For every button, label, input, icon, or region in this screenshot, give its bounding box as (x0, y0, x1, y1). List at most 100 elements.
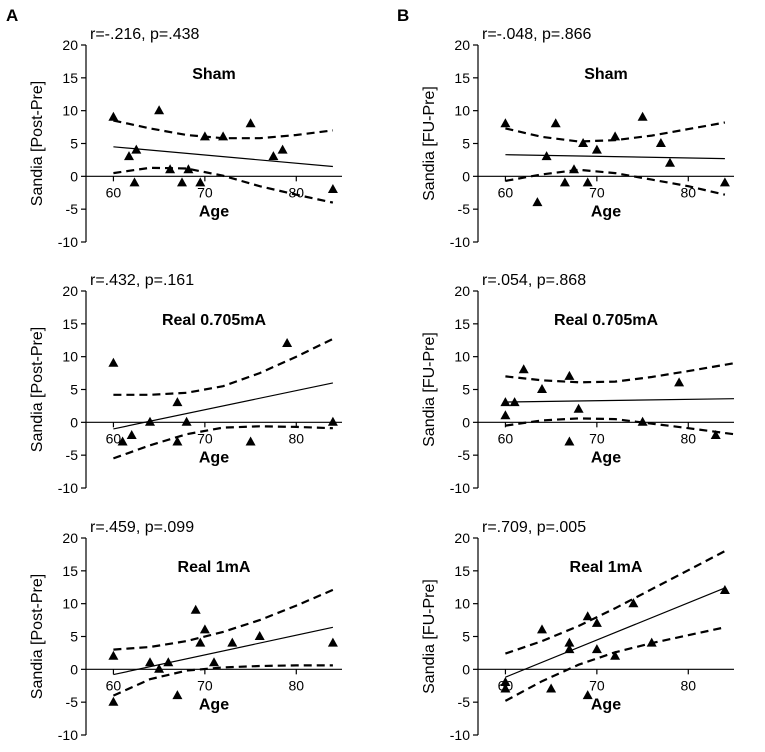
data-point (183, 164, 194, 174)
data-point (559, 177, 570, 187)
y-tick-label: -5 (458, 447, 471, 463)
data-point (277, 144, 288, 154)
x-tick-label: 60 (106, 430, 122, 446)
y-tick-label: -5 (458, 694, 471, 710)
y-tick-label: 5 (70, 382, 78, 398)
data-point (124, 151, 134, 161)
data-point (582, 177, 593, 187)
data-point (199, 624, 210, 634)
data-point (646, 637, 657, 647)
y-tick-label: -10 (450, 480, 470, 496)
data-point (172, 436, 183, 446)
y-tick-label: 5 (70, 629, 78, 645)
data-point (282, 338, 293, 347)
chart-panel-4: -10 -5 0 5 10 15 20 60 70 80 Sandia [FU-Pre] Age r=.… (421, 272, 735, 496)
y-tick-label: 0 (462, 661, 470, 677)
y-tick-label: 5 (462, 629, 470, 645)
chart-title: Real 0.705mA (162, 312, 267, 329)
data-point (500, 683, 511, 693)
x-tick-label: 70 (197, 677, 213, 693)
data-point (268, 151, 279, 161)
y-tick-label: 10 (62, 103, 78, 119)
stat-annotation: r=.432, p=.161 (90, 272, 194, 289)
data-point (108, 650, 119, 660)
y-axis-label: Sandia [Post-Pre] (29, 81, 46, 206)
data-point (500, 118, 511, 128)
data-point (254, 631, 265, 640)
x-tick-label: 70 (589, 677, 605, 693)
regression-line (505, 398, 735, 403)
x-axis-label: Age (591, 449, 621, 466)
x-axis-label: Age (199, 696, 229, 713)
ci-upper-line (113, 588, 334, 651)
data-point (537, 624, 547, 634)
data-point (637, 111, 648, 121)
data-point (245, 436, 256, 446)
y-tick-label: 20 (62, 530, 78, 546)
x-tick-label: 80 (288, 677, 304, 693)
chart-title: Sham (192, 66, 236, 83)
data-point (550, 118, 561, 128)
data-point (564, 644, 575, 654)
x-tick-label: 70 (197, 430, 213, 446)
x-tick-label: 60 (106, 184, 122, 200)
ci-lower-line (112, 664, 333, 697)
y-tick-label: 10 (454, 349, 470, 365)
data-point (190, 604, 201, 614)
data-point (628, 598, 639, 608)
data-point (509, 397, 520, 407)
data-point (518, 364, 529, 374)
x-tick-label: 80 (680, 430, 696, 446)
data-point (532, 197, 543, 207)
y-axis-label: Sandia [Post-Pre] (29, 327, 46, 452)
y-tick-label: 20 (454, 283, 470, 299)
stat-annotation: r=.709, p=.005 (482, 519, 586, 536)
y-tick-label: -10 (58, 480, 78, 496)
data-point (674, 377, 685, 387)
data-point (655, 138, 666, 147)
data-point (172, 690, 183, 700)
y-tick-label: 5 (70, 136, 78, 152)
data-point (541, 151, 552, 161)
data-point (500, 677, 511, 686)
data-point (163, 657, 174, 667)
data-point (108, 357, 119, 367)
x-tick-label: 80 (288, 430, 304, 446)
x-tick-label: 60 (106, 677, 122, 693)
chart-title: Sham (584, 66, 628, 83)
data-point (591, 644, 602, 654)
y-tick-label: 10 (62, 349, 78, 365)
data-point (181, 416, 192, 426)
data-point (564, 637, 575, 647)
stat-annotation: r=-.216, p=.438 (90, 26, 200, 43)
data-point (564, 436, 575, 446)
data-point (117, 436, 128, 446)
data-point (145, 657, 155, 667)
ci-upper-line (505, 362, 735, 384)
panel-letter-a: A (6, 6, 19, 25)
x-tick-label: 60 (498, 430, 514, 446)
ci-lower-line (113, 166, 334, 204)
chart-title: Real 0.705mA (554, 312, 659, 329)
regression-line (113, 146, 333, 168)
y-tick-label: 10 (62, 596, 78, 612)
data-point (165, 164, 176, 174)
data-point (500, 397, 511, 407)
data-point (327, 416, 338, 426)
y-tick-label: -10 (450, 727, 470, 743)
stat-annotation: r=.459, p=.099 (90, 519, 194, 536)
data-point (591, 144, 602, 154)
y-tick-label: 0 (70, 661, 78, 677)
data-point (591, 617, 602, 627)
regression-line (505, 587, 726, 678)
ci-lower-line (505, 417, 735, 436)
data-point (637, 416, 648, 426)
y-tick-label: 15 (454, 316, 470, 332)
x-tick-label: 60 (498, 184, 514, 200)
data-point (578, 138, 589, 147)
y-axis-label: Sandia [FU-Pre] (421, 86, 438, 201)
y-tick-label: -5 (66, 447, 79, 463)
x-tick-label: 80 (680, 184, 696, 200)
data-point (500, 410, 511, 420)
